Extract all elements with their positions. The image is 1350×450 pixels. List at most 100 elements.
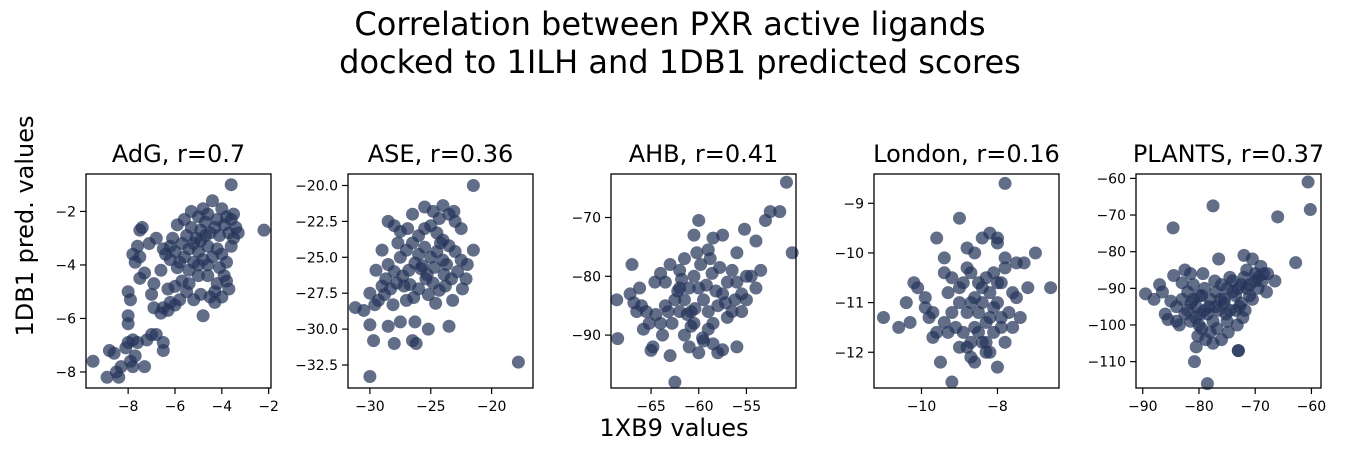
data-point <box>730 275 744 289</box>
data-point <box>454 222 468 236</box>
data-point <box>983 310 997 324</box>
y-tick-label: −20.0 <box>295 178 338 194</box>
axes-frame <box>873 173 1060 389</box>
data-point <box>990 276 1004 290</box>
panel-title: London, r=0.16 <box>873 140 1060 168</box>
data-point <box>205 194 219 208</box>
data-point <box>668 375 682 389</box>
data-point <box>393 315 407 329</box>
data-point <box>663 258 677 272</box>
data-point <box>1198 281 1212 295</box>
data-point <box>201 269 215 283</box>
data-point <box>990 360 1004 374</box>
panel-title: ASE, r=0.36 <box>368 140 514 168</box>
data-point <box>654 266 668 280</box>
data-point <box>677 252 691 266</box>
data-point <box>1147 292 1161 306</box>
data-point <box>415 259 429 273</box>
data-point <box>434 236 447 250</box>
data-point <box>998 261 1012 275</box>
y-tick-label: −8 <box>55 365 76 381</box>
data-point <box>1271 210 1285 224</box>
data-point <box>692 346 706 360</box>
data-point <box>406 207 420 221</box>
data-point <box>363 286 377 300</box>
y-tick-label: −9 <box>843 196 864 212</box>
data-point <box>1187 355 1201 369</box>
data-point <box>1166 221 1180 235</box>
data-point <box>429 296 443 310</box>
data-point <box>1013 310 1027 324</box>
data-point <box>460 257 474 271</box>
data-point <box>379 272 393 286</box>
panel-title: AdG, r=0.7 <box>112 140 245 168</box>
data-point <box>728 293 742 307</box>
data-point <box>610 293 624 307</box>
data-point <box>1231 281 1245 295</box>
panel-title: AHB, r=0.41 <box>629 140 779 168</box>
x-tick-label: −25 <box>416 399 446 415</box>
data-point <box>930 231 944 245</box>
data-point <box>964 350 978 364</box>
panel-4: London, r=0.16 −10 −8 −9 −10 −11 −12 <box>834 140 1059 415</box>
data-point <box>1245 292 1259 306</box>
y-tick-label: −22.5 <box>295 214 338 230</box>
data-point <box>421 288 435 302</box>
panel-3: AHB, r=0.41 −65 −60 −55 −70 −80 −90 <box>571 140 799 415</box>
data-point <box>1021 281 1035 295</box>
data-point <box>401 222 415 236</box>
data-point <box>1002 306 1016 320</box>
data-point <box>692 213 706 227</box>
data-point <box>191 258 205 272</box>
data-point <box>785 246 799 260</box>
data-point <box>975 281 989 295</box>
data-point <box>1199 333 1213 347</box>
data-point <box>709 284 723 298</box>
data-point <box>677 293 691 307</box>
x-tick-label: −80 <box>1184 399 1214 415</box>
data-point <box>611 332 625 346</box>
data-point <box>1219 307 1233 321</box>
data-point <box>998 335 1012 349</box>
data-point <box>1213 292 1227 306</box>
data-point <box>1212 252 1226 266</box>
data-point <box>706 316 720 330</box>
data-point <box>892 320 906 334</box>
data-point <box>138 360 152 374</box>
data-point <box>779 175 793 189</box>
data-point <box>466 243 480 257</box>
data-point <box>1006 286 1020 300</box>
data-point <box>655 328 669 342</box>
x-tick-label: −2 <box>258 399 279 415</box>
data-point <box>437 268 451 282</box>
data-point <box>763 205 777 219</box>
axes-frame <box>85 173 272 389</box>
data-point <box>684 319 698 333</box>
data-point <box>703 252 717 266</box>
data-point <box>412 247 426 261</box>
data-point <box>945 306 959 320</box>
data-point <box>446 293 460 307</box>
figure-title-line-1: Correlation between PXR active ligands <box>354 5 985 43</box>
data-point <box>511 355 525 369</box>
data-point <box>1184 296 1198 310</box>
data-point <box>918 301 932 315</box>
data-point <box>145 287 159 301</box>
y-tick-label: −12 <box>834 345 864 361</box>
y-tick-label: −80 <box>571 269 601 285</box>
y-tick-label: −90 <box>1096 281 1126 297</box>
data-point <box>720 275 734 289</box>
data-point <box>990 296 1004 310</box>
data-point <box>979 335 993 349</box>
data-point <box>964 335 978 349</box>
data-point <box>1301 175 1315 189</box>
data-point <box>682 340 696 354</box>
data-point <box>408 315 422 329</box>
y-tick-label: −70 <box>1096 208 1126 224</box>
data-point <box>135 221 149 234</box>
data-point <box>128 349 142 363</box>
data-point <box>933 355 947 369</box>
data-point <box>964 266 978 280</box>
data-point <box>257 223 271 237</box>
